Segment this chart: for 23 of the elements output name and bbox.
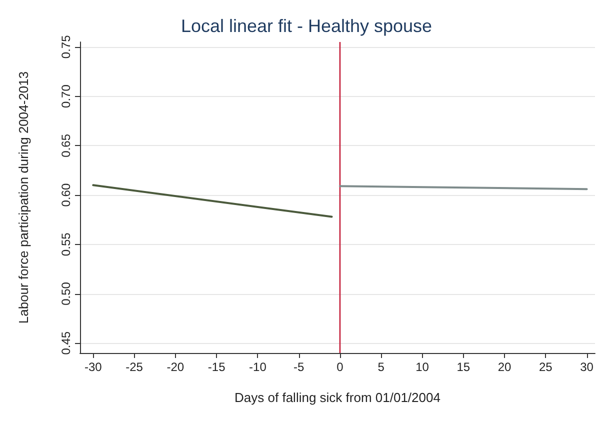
y-tick-label: 0.45 [59, 331, 73, 355]
x-axis-title: Days of falling sick from 01/01/2004 [234, 390, 440, 405]
y-tick-label: 0.65 [59, 134, 73, 158]
chart-title: Local linear fit - Healthy spouse [180, 16, 432, 36]
x-tick-label: 15 [456, 360, 470, 374]
x-tick-label: -10 [249, 360, 267, 374]
x-tick-label: 10 [416, 360, 430, 374]
x-tick-label: -25 [126, 360, 144, 374]
x-tick-label: -30 [84, 360, 102, 374]
x-tick-label: 25 [538, 360, 553, 374]
x-tick-label: -5 [294, 360, 304, 374]
y-tick-label: 0.75 [59, 34, 73, 59]
x-tick-label: 30 [580, 360, 594, 374]
y-tick-label: 0.70 [59, 84, 73, 108]
y-axis-title: Labour force participation during 2004-2013 [16, 71, 31, 324]
x-tick-label: 20 [498, 360, 512, 374]
x-tick-label: -15 [208, 360, 226, 374]
x-tick-label: -20 [166, 360, 184, 374]
x-tick-label: 5 [378, 360, 385, 374]
y-tick-label: 0.50 [59, 282, 73, 306]
x-tick-label: 0 [336, 360, 344, 374]
y-tick-label: 0.60 [59, 183, 73, 207]
y-tick-label: 0.55 [59, 232, 73, 256]
